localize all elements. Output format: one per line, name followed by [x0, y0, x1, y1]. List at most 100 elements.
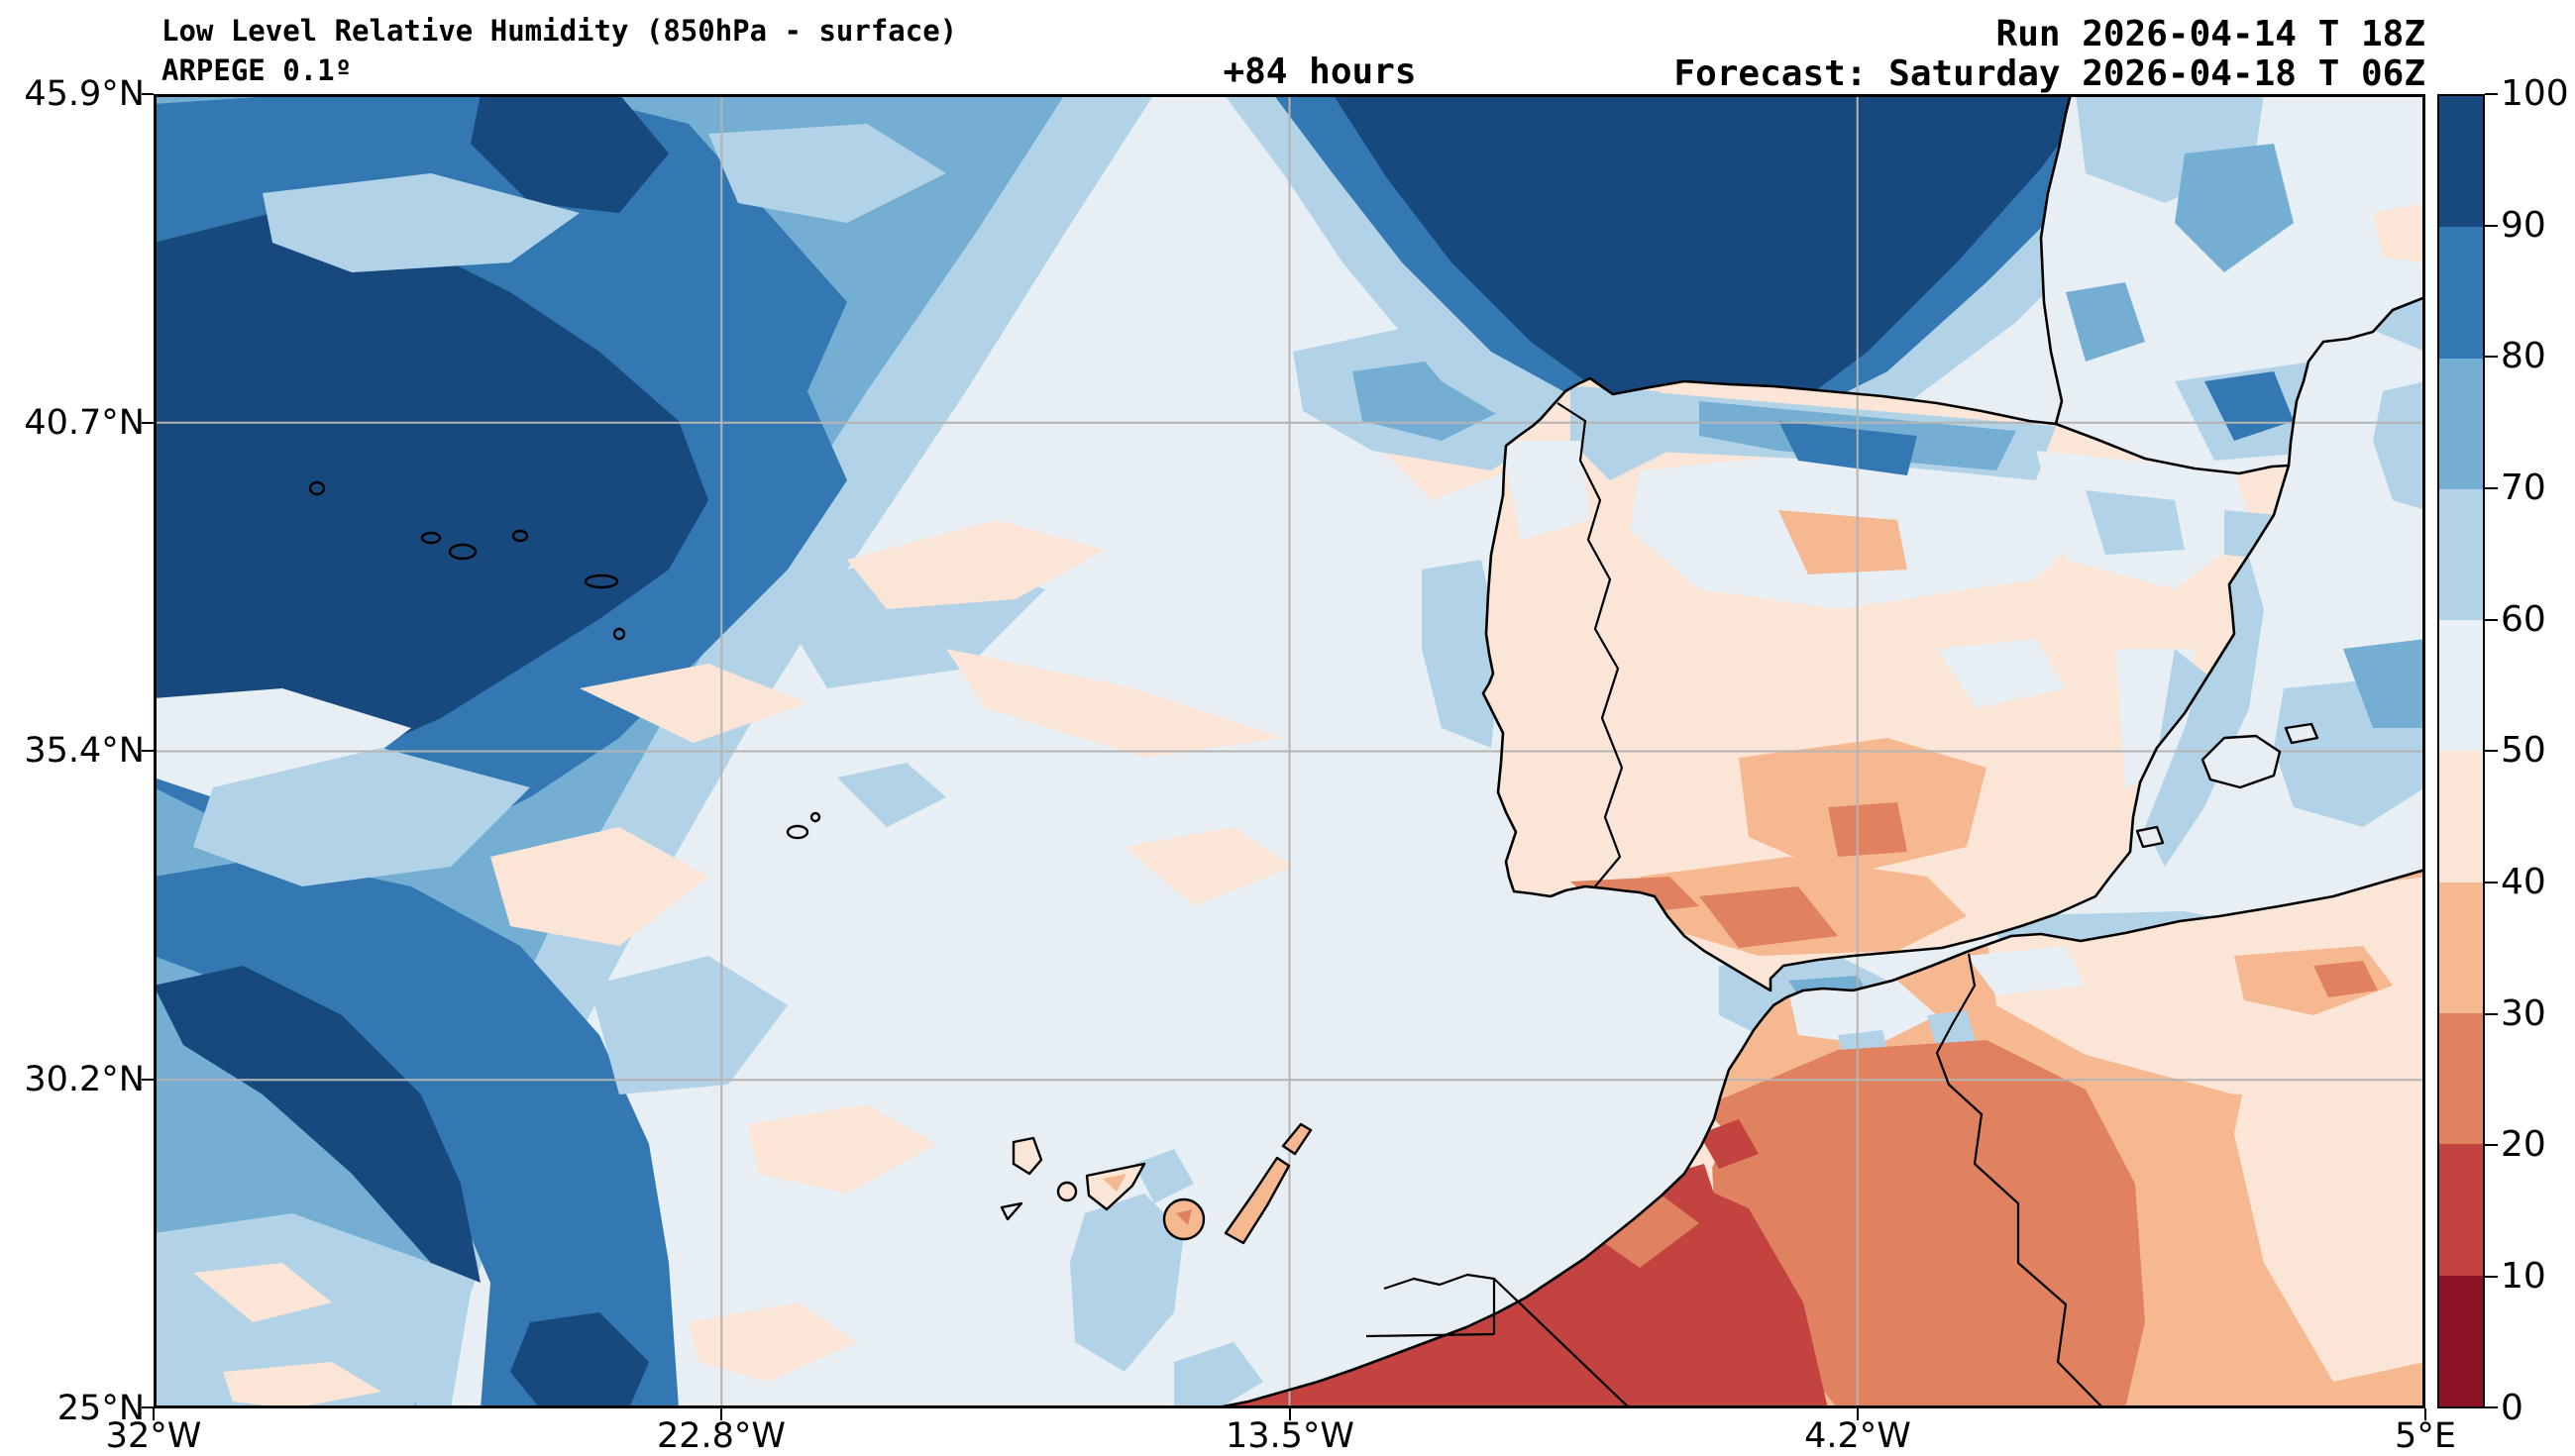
humidity-map [154, 94, 2425, 1408]
balearic-islands [2135, 722, 2319, 849]
contour-40 [689, 1302, 857, 1382]
iberia-coastline [1481, 376, 2291, 992]
mallorca-island [2200, 734, 2282, 789]
colorbar-band-0-10 [2439, 1275, 2483, 1406]
contour-50 [1501, 441, 1590, 540]
azores-island [308, 480, 326, 496]
contour-20 [1828, 802, 1907, 857]
france-med-coastline [2287, 295, 2425, 468]
colorbar-tick-label: 70 [2501, 468, 2546, 508]
contour-60 [1570, 386, 1669, 480]
contour-60 [1422, 560, 1501, 748]
contour-30 [1778, 510, 1907, 574]
contour-40 [946, 649, 1283, 758]
contour-70 [2175, 144, 2294, 272]
contour-20 [2313, 961, 2378, 997]
contour-50 [1937, 639, 2066, 708]
colorbar-band-20-30 [2439, 1013, 2483, 1145]
contour-40 [2234, 1025, 2425, 1382]
x-tick-label: 5°E [2395, 1416, 2456, 1456]
contour-40 [223, 1362, 381, 1408]
lead-time-label: +84 hours [1223, 52, 1417, 92]
azores-island [612, 627, 626, 641]
y-tick-label: 25°N [56, 1389, 145, 1428]
contour-90 [471, 94, 669, 213]
contour-20 [1709, 1040, 2145, 1408]
gran-canaria-dry-spot [1176, 1209, 1192, 1225]
y-tick-label: 30.2°N [24, 1060, 145, 1099]
contour-60 [590, 956, 788, 1094]
contour-60 [1134, 1149, 1194, 1203]
madeira-islands [786, 811, 821, 840]
contour-50 [1967, 946, 2086, 995]
y-tick-label: 40.7°N [24, 403, 145, 443]
gridlines [154, 94, 2425, 1408]
colorbar-tick-label: 90 [2501, 205, 2546, 246]
contour-60 [1174, 1342, 1263, 1408]
la-gomera-island [1056, 1181, 1078, 1202]
colorbar-tick [2485, 882, 2498, 884]
contour-10 [1699, 1119, 1759, 1169]
western-sahara-border [1365, 1273, 1631, 1408]
map-plot-area [154, 94, 2425, 1408]
canary-islands [1000, 1122, 1313, 1245]
colorbar-band-40-50 [2439, 751, 2483, 883]
colorbar-tick-label: 50 [2501, 730, 2546, 771]
forecast-label: Forecast: Saturday 2026-04-18 T 06Z [1673, 53, 2425, 94]
morocco-algeria-border [1935, 953, 2104, 1408]
azores-islands [308, 480, 626, 641]
x-axis-tick [153, 1408, 155, 1420]
contour-60 [193, 748, 530, 886]
map-frame [154, 94, 2425, 1408]
chart-title: Low Level Relative Humidity (850hPa - su… [161, 14, 958, 48]
colorbar-tick [2485, 1013, 2498, 1015]
y-axis-tick [142, 750, 154, 752]
contour-20 [1699, 886, 1838, 948]
contour-90 [510, 1312, 649, 1408]
contour-70 [2066, 282, 2145, 362]
colorbar-band-80-90 [2439, 227, 2483, 359]
madeira-island [786, 824, 809, 840]
contour-20 [1590, 1194, 1699, 1268]
colorbar-tick-label: 30 [2501, 993, 2546, 1034]
y-axis-tick [142, 1079, 154, 1081]
fuerteventura-island [1224, 1156, 1291, 1245]
colorbar-tick-label: 10 [2501, 1256, 2546, 1297]
azores-island [448, 543, 478, 561]
x-tick-label: 22.8°W [656, 1416, 787, 1456]
el-hierro-island [1000, 1201, 1023, 1221]
colorbar-tick [2485, 487, 2498, 489]
biscay-wedge-90 [1333, 94, 2095, 431]
contour-60 [2086, 490, 2185, 555]
colorbar-tick [2485, 225, 2498, 227]
contour-40 [748, 1104, 936, 1194]
azores-island [584, 573, 619, 589]
lanzarote-island [1281, 1122, 1313, 1156]
colorbar-tick-label: 80 [2501, 336, 2546, 376]
x-axis-tick [2424, 1408, 2426, 1420]
contour-60 [2373, 381, 2425, 510]
tenerife-dry-core [1103, 1174, 1127, 1192]
colorbar-band-10-20 [2439, 1144, 2483, 1276]
contour-60 [263, 173, 580, 272]
run-label: Run 2026-04-14 T 18Z [1995, 14, 2425, 54]
x-axis-tick [1857, 1408, 1859, 1420]
colorbar-tick [2485, 1406, 2498, 1408]
contour-40 [847, 520, 1105, 609]
colorbar-tick-label: 20 [2501, 1124, 2546, 1165]
x-tick-label: 32°W [105, 1416, 202, 1456]
x-tick-label: 4.2°W [1804, 1416, 1911, 1456]
y-axis-tick [142, 93, 154, 95]
colorbar-tick [2485, 619, 2498, 621]
colorbar-tick-label: 0 [2501, 1388, 2523, 1428]
colorbar-tick [2485, 93, 2498, 95]
colorbar-band-70-80 [2439, 358, 2483, 489]
colorbar-tick-label: 40 [2501, 862, 2546, 902]
colorbar-tick [2485, 1144, 2498, 1146]
colorbar-tick [2485, 750, 2498, 752]
contour-60 [1927, 1010, 1977, 1050]
la-palma-island [1012, 1136, 1043, 1176]
porto-santo-island [809, 811, 821, 823]
menorca-island [2284, 722, 2319, 745]
